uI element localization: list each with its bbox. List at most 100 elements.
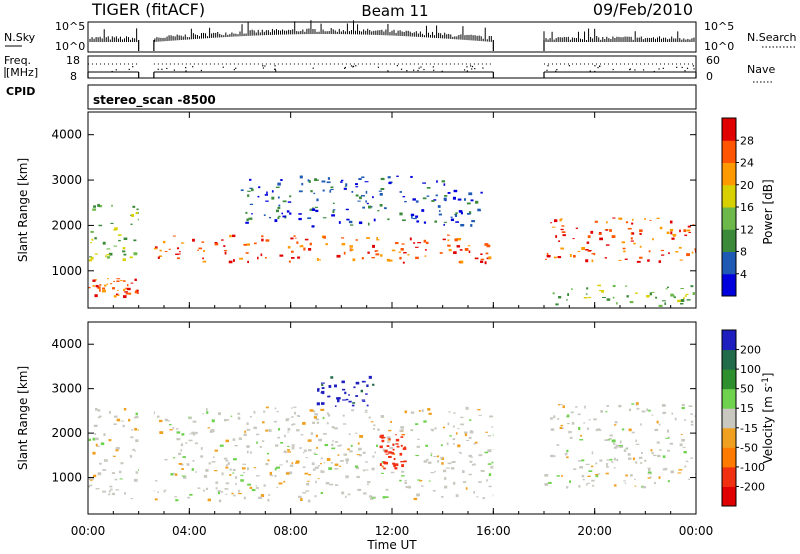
heatmap-cell	[428, 412, 432, 415]
heatmap-cell	[134, 278, 137, 282]
nave-point	[418, 67, 420, 69]
heatmap-cell	[680, 299, 685, 302]
heatmap-cell	[315, 209, 319, 213]
heatmap-cell	[683, 229, 687, 233]
heatmap-cell	[94, 437, 99, 441]
y-tick-label: 4000	[51, 337, 82, 351]
heatmap-cell	[683, 451, 687, 454]
heatmap-cell	[297, 256, 301, 259]
heatmap-cell	[245, 221, 249, 224]
heatmap-cell	[682, 446, 686, 448]
heatmap-cell	[447, 239, 450, 242]
heatmap-cell	[329, 483, 334, 486]
heatmap-cell	[179, 251, 181, 253]
heatmap-cell	[321, 180, 326, 183]
heatmap-cell	[372, 244, 375, 248]
heatmap-cell	[488, 473, 492, 477]
heatmap-cell	[94, 253, 98, 255]
cpid-label: CPID	[6, 85, 35, 98]
heatmap-cell	[111, 492, 115, 496]
heatmap-cell	[556, 444, 560, 446]
heatmap-cell	[334, 427, 338, 430]
heatmap-cell	[167, 420, 170, 422]
heatmap-cell	[646, 295, 650, 298]
heatmap-cell	[130, 223, 133, 226]
heatmap-cell	[426, 195, 430, 197]
heatmap-cell	[379, 193, 383, 196]
power-ylabel: Slant Range [km]	[16, 158, 30, 262]
heatmap-cell	[129, 256, 133, 259]
nave-point	[594, 70, 596, 73]
heatmap-cell	[381, 436, 384, 439]
heatmap-cell	[303, 449, 307, 452]
heatmap-cell	[609, 458, 613, 461]
nave-point	[629, 69, 631, 71]
heatmap-cell	[365, 409, 368, 412]
heatmap-cell	[595, 475, 599, 478]
heatmap-cell	[172, 427, 175, 430]
heatmap-cell	[368, 416, 371, 419]
heatmap-cell	[367, 251, 370, 254]
heatmap-cell	[367, 222, 370, 226]
heatmap-cell	[373, 218, 376, 222]
nave-point	[634, 69, 636, 71]
nave-point	[589, 70, 591, 72]
heatmap-cell	[205, 487, 209, 490]
heatmap-cell	[386, 445, 390, 447]
heatmap-cell	[380, 415, 385, 418]
colorbar-segment	[722, 140, 736, 163]
heatmap-cell	[345, 458, 350, 462]
heatmap-cell	[591, 253, 595, 255]
colorbar-tick-label: 20	[740, 179, 754, 192]
nsearch-label: N.Search	[747, 31, 797, 44]
heatmap-cell	[482, 497, 485, 500]
heatmap-cell	[596, 428, 601, 431]
heatmap-cell	[383, 467, 386, 470]
colorbar-tick-label: 16	[740, 201, 754, 214]
heatmap-cell	[558, 240, 561, 242]
heatmap-cell	[450, 218, 455, 221]
heatmap-cell	[246, 428, 251, 431]
colorbar-tick-label: -100	[740, 461, 765, 474]
nave-point	[594, 65, 596, 67]
heatmap-cell	[302, 492, 307, 494]
heatmap-cell	[288, 260, 291, 263]
nave-point	[262, 65, 264, 67]
heatmap-cell	[392, 462, 396, 465]
heatmap-cell	[115, 293, 119, 296]
heatmap-cell	[629, 301, 634, 304]
heatmap-cell	[313, 410, 316, 413]
nave-point	[406, 70, 408, 72]
heatmap-cell	[415, 256, 419, 260]
heatmap-cell	[117, 294, 120, 296]
nave-tick-bottom: 0	[706, 70, 713, 83]
heatmap-cell	[307, 179, 310, 182]
heatmap-cell	[365, 200, 367, 203]
heatmap-cell	[569, 436, 573, 439]
heatmap-cell	[175, 253, 179, 255]
heatmap-cell	[338, 465, 342, 467]
heatmap-cell	[163, 490, 166, 493]
heatmap-cell	[360, 195, 365, 197]
heatmap-cell	[665, 437, 670, 439]
heatmap-cell	[255, 485, 258, 487]
nave-point	[629, 68, 631, 70]
heatmap-cell	[690, 420, 694, 423]
heatmap-cell	[307, 499, 311, 503]
heatmap-cell	[684, 295, 687, 297]
heatmap-cell	[343, 187, 347, 190]
heatmap-cell	[379, 445, 383, 449]
heatmap-cell	[658, 476, 661, 480]
freq-trace	[87, 63, 697, 78]
heatmap-cell	[293, 235, 296, 237]
heatmap-cell	[351, 190, 354, 193]
heatmap-cell	[565, 453, 567, 456]
heatmap-cell	[225, 482, 230, 485]
heatmap-cell	[135, 212, 138, 215]
heatmap-cell	[119, 478, 123, 480]
heatmap-cell	[350, 248, 354, 251]
heatmap-cell	[464, 433, 468, 437]
nave-point	[387, 70, 389, 72]
heatmap-cell	[92, 285, 95, 287]
nave-point	[400, 68, 403, 70]
